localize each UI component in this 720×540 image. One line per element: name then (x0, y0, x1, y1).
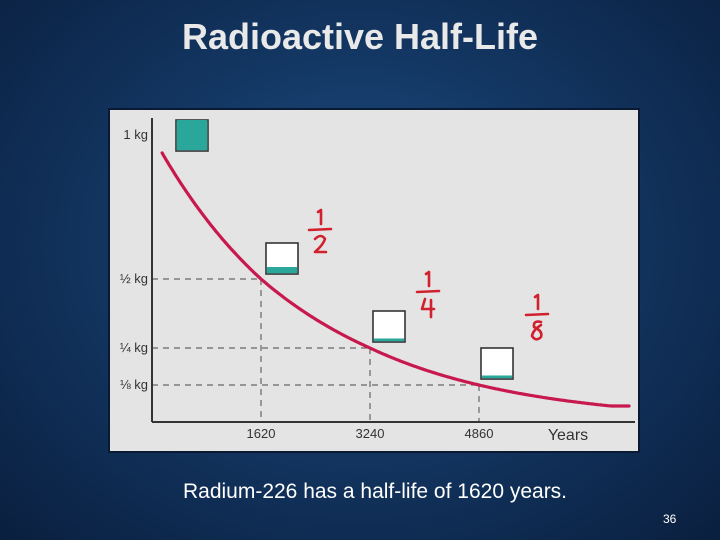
x-axis-label: Years (548, 427, 588, 444)
x-tick-label: 1620 (247, 426, 276, 441)
slide-caption: Radium-226 has a half-life of 1620 years… (182, 480, 568, 503)
decay-curve (160, 151, 631, 408)
y-tick-label: ½ kg (120, 271, 148, 286)
slide-number: 36 (663, 512, 677, 526)
x-tick-label: 4860 (465, 426, 494, 441)
half-life-chart: 1620 3240 4860 1 kg ½ kg ¼ kg ⅛ kg Years (108, 108, 640, 453)
y-tick-label: ⅛ kg (120, 377, 148, 392)
y-tick-label: ¼ kg (120, 340, 148, 355)
chart-svg: 1620 3240 4860 1 kg ½ kg ¼ kg ⅛ kg Years (120, 118, 635, 444)
handwritten-fraction-1-8 (524, 293, 550, 341)
sample-fill (266, 267, 298, 274)
sample-fill (373, 338, 405, 342)
y-tick-label: 1 kg (123, 127, 148, 142)
sample-fill (481, 375, 513, 379)
x-tick-label: 3240 (356, 426, 385, 441)
sample-container (480, 347, 514, 380)
slide-title: Radioactive Half-Life (181, 16, 539, 57)
handwritten-fraction-1-4 (415, 270, 441, 319)
sample-fill (176, 120, 208, 151)
sample-container (372, 310, 406, 343)
handwritten-fraction-1-2 (307, 208, 333, 254)
